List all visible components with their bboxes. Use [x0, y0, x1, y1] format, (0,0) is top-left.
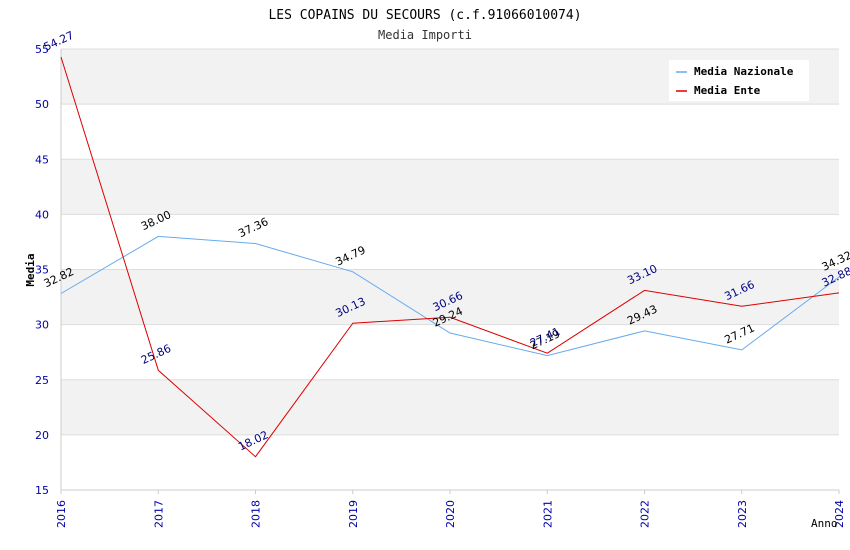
series-line [60, 235, 840, 357]
plot-background [61, 49, 839, 490]
plot-band [61, 214, 839, 270]
legend: Media Nazionale Media Ente [669, 60, 809, 101]
chart-title: LES COPAINS DU SECOURS (c.f.91066010074) [268, 8, 581, 23]
legend-box [669, 60, 809, 101]
x-tick-label: 2021 [541, 500, 554, 528]
series-lines [60, 56, 840, 458]
chart-subtitle: Media Importi [378, 28, 472, 42]
y-tick-label: 45 [35, 153, 49, 166]
axes [60, 49, 840, 494]
y-tick-label: 40 [35, 208, 49, 221]
y-tick-label: 15 [35, 484, 49, 497]
x-axis-label: Anno [811, 517, 838, 530]
x-tick-label: 2023 [736, 500, 749, 528]
x-tick-label: 2022 [639, 500, 652, 528]
plot-band [61, 434, 839, 490]
y-tick-label: 30 [35, 319, 49, 332]
plot-band [61, 324, 839, 380]
y-tick-label: 55 [35, 43, 49, 56]
y-tick-label: 35 [35, 264, 49, 277]
plot-band [61, 379, 839, 435]
plot-band [61, 104, 839, 160]
y-tick-label: 20 [35, 429, 49, 442]
y-tick-label: 50 [35, 98, 49, 111]
plot-band [61, 269, 839, 325]
x-tick-label: 2024 [833, 500, 846, 528]
y-tick-label: 25 [35, 374, 49, 387]
x-tick-label: 2016 [55, 500, 68, 528]
plot-band [61, 159, 839, 215]
x-tick-label: 2019 [347, 500, 360, 528]
series-line [60, 56, 840, 458]
x-tick-label: 2017 [152, 500, 165, 528]
legend-label-media-nazionale: Media Nazionale [694, 65, 794, 78]
x-tick-label: 2020 [444, 500, 457, 528]
legend-label-media-ente: Media Ente [694, 84, 761, 97]
y-axis-label: Media [24, 253, 37, 286]
y-tick-labels: 15 20 25 30 35 40 45 50 55 [35, 43, 49, 497]
x-tick-label: 2018 [250, 500, 263, 528]
x-tick-labels: 2016 2017 2018 2019 2020 2021 2022 2023 2024 [55, 500, 846, 528]
